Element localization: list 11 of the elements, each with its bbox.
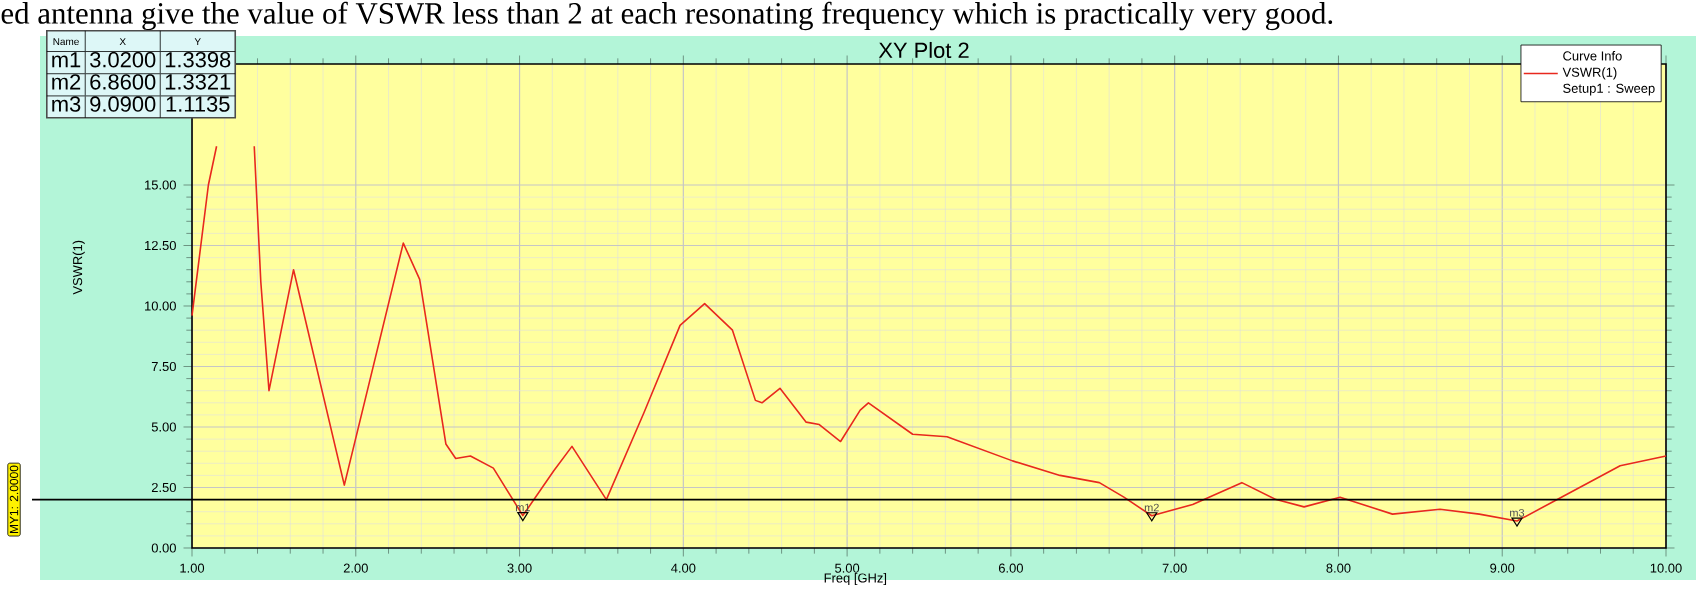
text: m1 xyxy=(52,52,81,68)
text: ed antenna give the value of VSWR less than 2 at each resonating frequency which is practically very good. xyxy=(1,1,1333,31)
text: 9.0900 xyxy=(90,96,156,112)
annotation: 1.3398 xyxy=(165,51,231,68)
text: m2 xyxy=(52,74,81,90)
chart-title: XY Plot 2 xyxy=(878,41,969,59)
text: 6.8600 xyxy=(90,74,156,90)
annotation: 1.1135 xyxy=(166,96,230,112)
text: m3 xyxy=(52,96,81,112)
annotation: 1.3321 xyxy=(165,74,231,90)
text: 3.0200 xyxy=(90,51,156,68)
